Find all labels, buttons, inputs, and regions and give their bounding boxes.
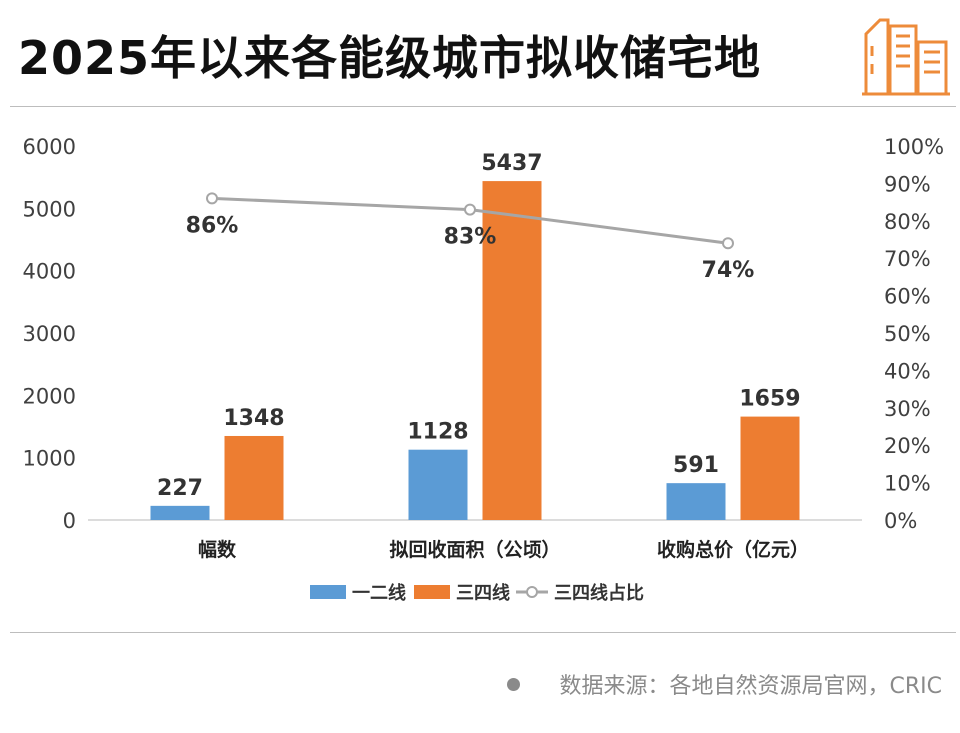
ratio-data-label: 83% — [444, 225, 497, 250]
y2-tick-label: 50% — [884, 322, 931, 346]
bar-data-label: 1348 — [223, 406, 284, 431]
y2-tick-label: 0% — [884, 509, 917, 533]
y-tick-label: 2000 — [23, 384, 76, 408]
bar-tier12 — [408, 449, 468, 520]
y2-tick-label: 60% — [884, 285, 931, 309]
bar-data-label: 5437 — [481, 151, 542, 176]
x-tick-label: 拟回收面积（公顷） — [389, 538, 560, 561]
x-tick-label: 幅数 — [198, 538, 237, 561]
y2-tick-label: 90% — [884, 172, 931, 196]
bar-data-label: 1128 — [407, 420, 468, 445]
bar-data-label: 1659 — [739, 387, 800, 412]
bar-tier12 — [666, 483, 726, 520]
legend-label-ratio: 三四线占比 — [554, 582, 644, 604]
y-tick-label: 4000 — [23, 260, 76, 284]
ratio-data-label: 86% — [186, 213, 239, 238]
ratio-point — [206, 192, 218, 205]
y2-tick-label: 100% — [884, 135, 944, 159]
x-tick-label: 收购总价（亿元） — [657, 538, 809, 561]
bar-tier12 — [150, 505, 210, 520]
ratio-point — [722, 237, 734, 250]
y2-tick-label: 80% — [884, 210, 931, 234]
bar-data-label: 227 — [157, 476, 203, 501]
y-tick-label: 1000 — [23, 447, 76, 471]
buildings-icon — [860, 12, 952, 102]
footer-divider — [10, 632, 956, 633]
y2-tick-label: 20% — [884, 434, 931, 458]
bullet-icon — [506, 677, 520, 691]
source-text: 数据来源：各地自然资源局官网，CRIC — [559, 674, 943, 699]
bar-tier34 — [224, 435, 284, 520]
legend-swatch-tier34 — [414, 585, 450, 599]
source-note: 数据来源：各地自然资源局官网，CRIC — [506, 668, 943, 700]
legend-swatch-ratio-marker — [526, 586, 538, 598]
y2-tick-label: 10% — [884, 472, 931, 496]
y-tick-label: 0 — [63, 509, 76, 533]
y2-tick-label: 70% — [884, 247, 931, 271]
bar-tier34 — [740, 416, 800, 520]
legend-label-tier12: 一二线 — [352, 582, 406, 604]
bar-tier34 — [482, 181, 542, 520]
header-divider — [10, 106, 956, 107]
ratio-data-label: 74% — [702, 258, 755, 283]
y-tick-label: 3000 — [23, 322, 76, 346]
y2-tick-label: 30% — [884, 397, 931, 421]
chart-title: 2025年以来各能级城市拟收储宅地 — [18, 31, 762, 85]
ratio-point — [464, 203, 476, 216]
legend-swatch-tier12 — [310, 585, 346, 599]
legend-label-tier34: 三四线 — [456, 582, 510, 604]
y-tick-label: 6000 — [23, 135, 76, 159]
bar-data-label: 591 — [673, 453, 719, 478]
y2-tick-label: 40% — [884, 359, 931, 383]
y-tick-label: 5000 — [23, 197, 76, 221]
